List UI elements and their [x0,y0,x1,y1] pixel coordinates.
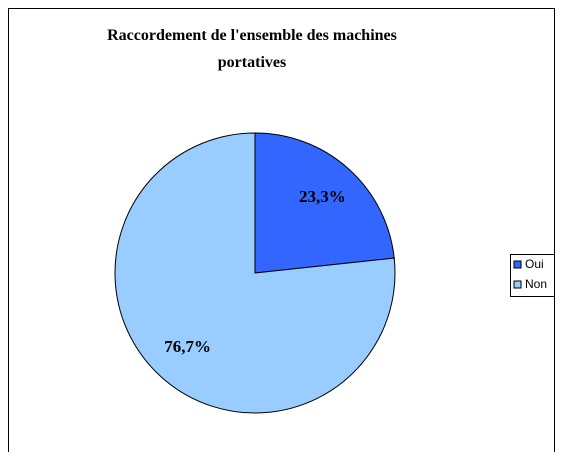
legend-label: Non [525,277,547,291]
chart-border [8,8,555,452]
pie-slice [254,132,395,274]
legend-swatch [513,280,522,289]
legend-label: Oui [525,257,544,271]
data-label: 76,7% [164,337,211,356]
pie-slice [114,132,396,414]
data-label: 23,3% [299,187,346,206]
legend-swatch [513,260,522,269]
chart-title: Raccordement de l'ensemble des machines … [107,27,397,71]
